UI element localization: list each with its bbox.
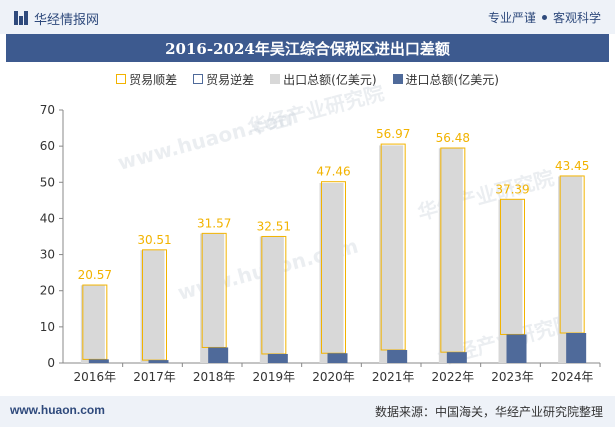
import-bar [446,352,467,363]
top-bar: 华经情报网 专业严谨 客观科学 [0,0,615,34]
x-tick-label: 2023年 [491,370,534,384]
legend-item-surplus[interactable]: 贸易顺差 [116,70,177,88]
import-bar [506,334,527,363]
x-tick-label: 2022年 [432,370,475,384]
legend-swatch-export-icon [270,74,281,84]
x-tick-label: 2018年 [193,370,236,384]
y-tick-label: 60 [40,139,55,153]
footer: www.huaon.com 数据来源：中国海关，华经产业研究院整理 [0,396,615,427]
data-label: 56.97 [376,127,410,141]
y-tick-label: 40 [40,211,55,225]
x-tick-label: 2021年 [372,370,415,384]
legend-label-import: 进口总额(亿美元) [405,72,499,87]
logo-icon [14,11,28,25]
export-bar [438,148,463,363]
legend-item-export[interactable]: 出口总额(亿美元) [270,70,377,88]
export-bar [80,285,105,363]
x-tick-label: 2016年 [74,370,117,384]
tagline: 专业严谨 客观科学 [488,9,601,26]
data-label: 56.48 [436,131,470,145]
import-bar [267,353,288,363]
tagline-right: 客观科学 [552,11,601,25]
import-bar [387,349,408,363]
legend: 贸易顺差 贸易逆差 出口总额(亿美元) 进口总额(亿美元) [0,70,615,88]
brand-name: 华经情报网 [34,12,100,28]
x-tick-label: 2017年 [133,370,176,384]
export-bar [558,176,583,363]
x-tick-label: 2019年 [253,370,296,384]
import-bar [88,359,109,363]
import-bar [566,333,587,363]
export-bar [259,236,284,363]
data-label: 31.57 [197,216,231,230]
y-tick-label: 30 [40,248,55,262]
export-bar [379,145,404,363]
data-label: 30.51 [137,233,171,247]
separator-dot-icon [541,15,547,20]
footer-source: 数据来源：中国海关，华经产业研究院整理 [374,405,603,419]
export-bar [140,250,165,363]
data-label: 47.46 [316,165,350,179]
legend-label-export: 出口总额(亿美元) [283,72,377,87]
tagline-left: 专业严谨 [487,11,536,25]
y-tick-label: 0 [47,356,55,370]
surplus-bar [559,175,585,334]
watermark-text: www.huaon.com [115,104,301,175]
y-tick-label: 20 [40,284,55,298]
legend-label-deficit: 贸易逆差 [206,72,255,87]
legend-swatch-import-icon [392,74,403,84]
import-bar [327,353,348,363]
data-label: 37.39 [495,182,529,196]
y-tick-label: 50 [40,175,55,189]
legend-swatch-surplus-icon [116,74,127,84]
y-tick-label: 70 [40,103,55,117]
y-tick-label: 10 [40,320,55,334]
legend-label-surplus: 贸易顺差 [129,72,178,87]
data-label: 20.57 [78,268,112,282]
data-label: 32.51 [257,219,291,233]
bar-chart: 华经产业研究院www.huaon.com华经产业研究院www.huaon.com… [40,80,601,384]
legend-swatch-deficit-icon [193,74,204,84]
x-tick-label: 2024年 [551,370,594,384]
export-bar [200,233,225,363]
brand[interactable]: 华经情报网 [14,9,100,28]
legend-item-deficit[interactable]: 贸易逆差 [193,70,254,88]
watermark-text: 华经产业研究院 [415,165,556,224]
x-tick-label: 2020年 [312,370,355,384]
export-bar [319,183,344,363]
footer-website[interactable]: www.huaon.com [10,403,105,417]
data-label: 43.45 [555,159,589,173]
legend-item-import[interactable]: 进口总额(亿美元) [392,70,499,88]
import-bar [148,360,169,363]
import-bar [208,347,229,363]
chart-title: 2016-2024年吴江综合保税区进出口差额 [6,34,609,62]
